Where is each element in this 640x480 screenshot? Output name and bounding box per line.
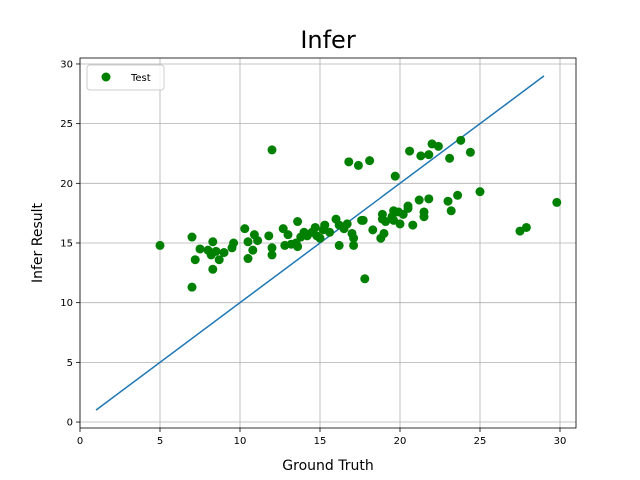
data-point	[353, 160, 363, 170]
y-tick-label: 25	[60, 119, 73, 130]
data-point	[315, 233, 325, 243]
x-axis-label: Ground Truth	[282, 458, 373, 474]
data-point	[414, 195, 424, 205]
data-point	[424, 194, 434, 204]
data-point	[253, 236, 263, 246]
data-point	[475, 187, 485, 197]
data-point	[219, 248, 229, 258]
y-axis-label: Infer Result	[30, 202, 46, 283]
data-point	[293, 217, 303, 227]
y-tick-label: 0	[67, 418, 73, 429]
data-point	[349, 233, 359, 243]
data-point	[243, 237, 253, 247]
data-point	[278, 224, 288, 234]
data-point	[208, 237, 218, 247]
reference-line-path	[95, 75, 545, 411]
x-tick-label: 15	[314, 436, 327, 447]
data-point	[403, 201, 413, 211]
data-point	[358, 215, 368, 225]
data-point	[443, 196, 453, 206]
data-point	[211, 246, 221, 256]
y-tick-label: 30	[60, 59, 73, 70]
data-point	[360, 274, 370, 284]
y-tick-label: 5	[67, 358, 73, 369]
grid-lines	[79, 58, 576, 428]
data-point	[368, 225, 378, 235]
x-tick-label: 30	[554, 436, 567, 447]
data-point	[379, 228, 389, 238]
data-point	[453, 190, 463, 200]
data-point	[325, 227, 335, 237]
reference-line	[95, 75, 545, 411]
x-tick-label: 0	[77, 436, 83, 447]
data-point	[552, 197, 562, 207]
data-point	[240, 224, 250, 234]
data-point	[187, 282, 197, 292]
data-point	[465, 147, 475, 157]
data-point	[214, 255, 224, 265]
x-tick-label: 20	[394, 436, 407, 447]
data-point	[416, 151, 426, 161]
data-point	[155, 240, 165, 250]
data-point	[267, 243, 277, 253]
y-tick-label: 10	[60, 298, 73, 309]
data-point	[433, 141, 443, 151]
data-point	[344, 157, 354, 167]
x-axis-ticks: 0 5 10 15 20 25 30	[77, 428, 567, 447]
data-point	[293, 242, 303, 252]
data-point	[446, 206, 456, 216]
data-point	[187, 232, 197, 242]
data-point	[398, 209, 408, 219]
plot-area-frame	[79, 57, 577, 429]
legend-marker-test	[101, 72, 111, 82]
data-point	[243, 254, 253, 264]
y-tick-label: 15	[60, 239, 73, 250]
data-point	[195, 244, 205, 254]
y-tick-label: 20	[60, 179, 73, 190]
data-point	[456, 135, 466, 145]
data-point	[267, 145, 277, 155]
data-point	[208, 264, 218, 274]
data-point	[264, 231, 274, 241]
data-point	[424, 150, 434, 160]
data-point	[390, 171, 400, 181]
data-point	[521, 222, 531, 232]
data-point	[349, 240, 359, 250]
x-tick-label: 10	[234, 436, 247, 447]
data-point	[310, 222, 320, 232]
data-point	[334, 240, 344, 250]
data-point	[419, 207, 429, 217]
data-point	[365, 156, 375, 166]
data-point	[190, 255, 200, 265]
x-tick-label: 25	[474, 436, 487, 447]
data-point	[377, 209, 387, 219]
legend-box	[86, 64, 165, 91]
data-points	[155, 135, 562, 292]
data-point	[408, 220, 418, 230]
legend: Test	[86, 64, 165, 91]
data-point	[405, 146, 415, 156]
data-point	[267, 250, 277, 260]
data-point	[229, 238, 239, 248]
data-point	[320, 220, 330, 230]
data-point	[395, 219, 405, 229]
data-point	[342, 219, 352, 229]
data-point	[248, 245, 258, 255]
x-tick-label: 5	[157, 436, 163, 447]
data-point	[283, 230, 293, 240]
chart-title: Infer	[300, 26, 356, 54]
data-point	[381, 217, 391, 227]
data-point	[445, 153, 455, 163]
y-axis-ticks: 0 5 10 15 20 25 30	[60, 59, 80, 429]
legend-label-test: Test	[130, 73, 151, 84]
